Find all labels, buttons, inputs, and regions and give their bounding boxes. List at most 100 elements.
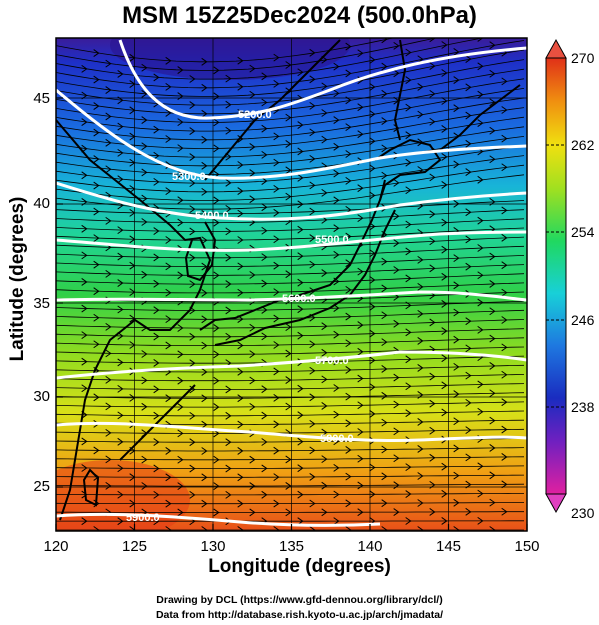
stream-arrow (177, 271, 184, 280)
stream-arrow (453, 417, 460, 426)
stream-arrow (249, 323, 256, 332)
stream-arrow (501, 343, 508, 352)
stream-arrow (81, 251, 88, 260)
stream-arrow (249, 482, 256, 490)
x-axis-label-text: Longitude (degrees) (208, 556, 391, 577)
stream-arrow (189, 359, 196, 368)
stream-arrow (345, 366, 352, 374)
stream-arrow (502, 21, 507, 28)
stream-arrow (237, 367, 244, 376)
stream-arrow (369, 83, 376, 91)
coastline-china-korea (56, 119, 212, 521)
stream-arrow (165, 262, 172, 271)
stream-arrow (165, 341, 172, 350)
stream-arrow (441, 489, 448, 498)
stream-arrow (225, 178, 232, 187)
stream-arrow (153, 151, 160, 160)
stream-arrow (165, 315, 172, 324)
stream-arrow (201, 83, 208, 92)
stream-arrow (466, 27, 471, 34)
stream-arrow (201, 57, 208, 66)
stream-arrow (273, 393, 280, 402)
stream-arrow (429, 372, 436, 381)
stream-arrow (297, 173, 304, 182)
stream-arrow (153, 332, 160, 341)
stream-arrow (177, 118, 184, 127)
stream-arrow (321, 481, 328, 490)
contour-label-5400: 5400.0 (195, 210, 229, 222)
stream-arrow (333, 410, 340, 419)
stream-arrow (345, 123, 352, 132)
stream-arrow (309, 75, 316, 84)
stream-arrow (333, 517, 340, 526)
stream-arrow (141, 63, 148, 72)
stream-arrow (237, 288, 244, 297)
stream-arrow (333, 384, 340, 392)
stream-arrow (441, 381, 448, 390)
contour-label-5300: 5300.0 (172, 171, 206, 183)
stream-arrow (141, 402, 148, 411)
stream-arrow (225, 253, 232, 262)
stream-arrow (441, 41, 448, 49)
stream-arrow (213, 508, 220, 517)
coastline-sakhalin (393, 39, 407, 141)
stream-arrow (405, 48, 412, 57)
stream-arrow (369, 356, 376, 365)
stream-arrow (489, 526, 496, 531)
stream-arrow (189, 205, 196, 214)
stream-arrow (117, 279, 124, 287)
stream-arrow (345, 472, 352, 481)
stream-arrow (201, 315, 208, 324)
stream-arrow (201, 262, 208, 271)
coastline-hokkaido (374, 138, 442, 201)
colorbar-label: 246 (571, 312, 595, 328)
stream-arrow (201, 341, 208, 350)
stream-arrow (501, 507, 508, 516)
stream-arrow (177, 508, 184, 517)
stream-arrow (345, 339, 352, 348)
x-tick-label: 130 (200, 538, 225, 555)
stream-arrow (249, 195, 256, 204)
stream-arrow (237, 420, 244, 429)
stream-arrow (153, 125, 160, 134)
stream-arrow (453, 526, 460, 531)
stream-arrow (381, 499, 388, 508)
stream-arrow (93, 287, 100, 296)
stream-arrow (321, 428, 328, 437)
stream-arrow (225, 385, 232, 394)
stream-arrow (453, 160, 460, 169)
stream-arrow (465, 480, 472, 489)
stream-arrow (345, 96, 352, 105)
stream-arrow (345, 499, 352, 508)
stream-arrow (177, 66, 184, 74)
stream-arrow (165, 447, 172, 455)
stream-arrow (273, 341, 280, 349)
stream-arrow (417, 83, 424, 91)
stream-arrow (465, 208, 472, 217)
stream-arrow (405, 301, 412, 310)
stream-arrow (285, 140, 292, 148)
stream-arrow (129, 80, 136, 88)
stream-arrow (165, 161, 172, 169)
stream-arrow (357, 321, 364, 329)
stream-arrow (333, 62, 340, 71)
stream-arrow (345, 312, 352, 321)
stream-arrow (237, 473, 244, 482)
stream-arrow (165, 394, 172, 403)
stream-arrow (429, 117, 436, 126)
contour-5700 (56, 350, 527, 380)
stream-arrow (489, 98, 496, 107)
stream-arrow (93, 102, 100, 110)
stream-arrow (369, 276, 376, 284)
stream-arrow (357, 454, 364, 463)
y-tick-label: 25 (33, 478, 50, 495)
stream-arrow (381, 257, 388, 266)
stream-arrow (261, 411, 268, 420)
stream-arrow (501, 233, 508, 242)
stream-arrow (441, 272, 448, 281)
stream-arrow (105, 112, 112, 121)
stream-arrow (309, 366, 316, 375)
stream-arrow (81, 171, 88, 180)
stream-arrow (429, 399, 436, 408)
